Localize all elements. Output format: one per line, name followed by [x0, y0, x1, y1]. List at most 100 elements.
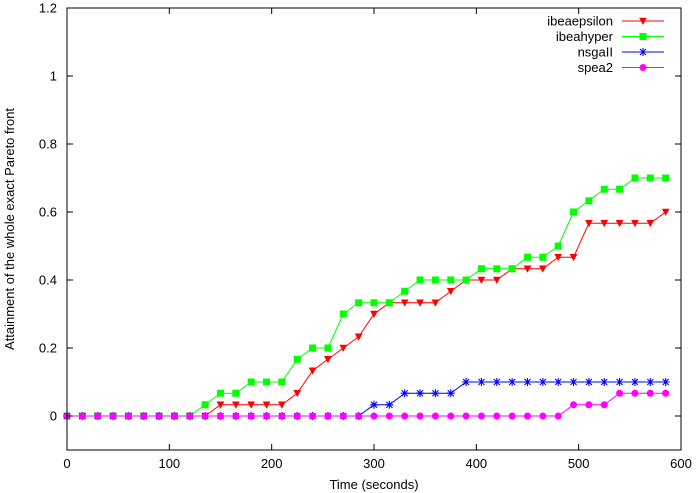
data-point-ibeaepsilon [538, 265, 547, 273]
data-point-spea2 [124, 412, 132, 420]
data-point-spea2 [186, 412, 194, 420]
data-point-spea2 [600, 401, 608, 409]
data-point-ibeaepsilon [477, 276, 486, 285]
y-tick-label: 0.6 [39, 205, 57, 220]
y-tick-label: 0.4 [39, 273, 57, 288]
data-point-spea2 [293, 412, 301, 420]
data-point-spea2 [385, 412, 393, 420]
data-point-nsgaII [416, 389, 425, 398]
data-point-ibeahyper [263, 378, 271, 386]
data-point-nsgaII [400, 389, 409, 398]
x-tick-label: 0 [63, 456, 70, 471]
data-point-spea2 [447, 412, 455, 420]
series-ibeahyper [63, 174, 670, 420]
x-tick-label: 500 [568, 456, 590, 471]
data-point-spea2 [493, 412, 501, 420]
data-point-spea2 [477, 412, 485, 420]
data-point-nsgaII [569, 378, 578, 386]
data-point-ibeahyper [217, 389, 224, 397]
data-point-ibeahyper [309, 344, 317, 352]
data-point-ibeahyper [447, 276, 455, 284]
data-point-nsgaII [538, 378, 547, 386]
data-point-ibeaepsilon [661, 208, 670, 217]
data-point-ibeaepsilon [584, 219, 593, 228]
data-point-spea2 [370, 412, 378, 420]
data-point-ibeaepsilon [231, 401, 240, 409]
data-point-nsgaII [630, 378, 639, 386]
data-point-spea2 [616, 389, 624, 397]
ticks-layer: 0 100 200 300 400 500 600 0 0.2 0.4 0.6 0.8 1 1.2 [39, 1, 692, 472]
series-layer [63, 174, 670, 421]
data-point-spea2 [508, 412, 516, 420]
data-point-ibeaepsilon [354, 333, 363, 341]
y-tick-label: 0.8 [39, 137, 57, 152]
data-point-ibeahyper [416, 276, 424, 284]
data-point-ibeaepsilon [492, 276, 501, 285]
x-tick-label: 200 [261, 456, 283, 471]
data-point-ibeaepsilon [339, 344, 348, 353]
data-point-ibeaepsilon [646, 219, 655, 228]
data-point-ibeaepsilon [554, 253, 563, 262]
data-point-ibeaepsilon [416, 299, 424, 307]
data-point-ibeahyper [401, 287, 409, 295]
data-point-spea2 [217, 412, 224, 420]
data-point-spea2 [339, 412, 347, 420]
data-point-nsgaII [554, 378, 563, 386]
data-point-nsgaII [492, 378, 501, 386]
data-point-ibeahyper [493, 265, 501, 273]
series-line-ibeaepsilon [67, 211, 666, 417]
data-point-spea2 [554, 412, 562, 420]
data-point-spea2 [309, 412, 317, 420]
data-point-ibeahyper [646, 174, 654, 182]
data-point-ibeahyper [662, 174, 670, 182]
x-tick-label: 600 [670, 456, 692, 471]
data-point-ibeaepsilon [247, 401, 256, 409]
data-point-spea2 [662, 389, 670, 397]
data-point-ibeaepsilon [324, 355, 332, 364]
data-point-nsgaII [600, 378, 609, 386]
data-point-ibeaepsilon [400, 299, 409, 307]
data-point-spea2 [155, 412, 163, 420]
x-tick-label: 300 [363, 456, 385, 471]
data-point-ibeahyper [524, 253, 531, 261]
data-point-ibeahyper [431, 276, 439, 284]
data-point-spea2 [585, 401, 593, 409]
legend-marker [639, 64, 647, 71]
data-point-ibeaepsilon [615, 219, 624, 228]
data-point-ibeaepsilon [569, 253, 578, 262]
data-point-ibeahyper [508, 265, 516, 273]
data-point-ibeahyper [554, 242, 562, 250]
y-axis-title: Attainment of the whole exact Pareto fro… [2, 108, 17, 350]
data-point-spea2 [401, 412, 409, 420]
data-point-spea2 [324, 412, 332, 420]
data-point-ibeahyper [585, 197, 593, 205]
x-tick-label: 100 [158, 456, 180, 471]
legend-label: nsgaII [578, 45, 613, 60]
legend-label: ibeahyper [556, 29, 614, 44]
data-point-ibeaepsilon [262, 401, 271, 409]
data-point-ibeahyper [324, 344, 332, 352]
data-point-ibeaepsilon [277, 401, 286, 409]
data-point-spea2 [78, 412, 86, 420]
data-point-spea2 [278, 412, 286, 420]
data-point-ibeahyper [385, 299, 393, 307]
data-point-ibeaepsilon [600, 219, 609, 228]
legend-item-spea2: spea2 [578, 60, 664, 75]
legend-marker [639, 48, 647, 56]
data-point-ibeahyper [570, 208, 578, 216]
x-axis-title: Time (seconds) [329, 477, 418, 492]
series-line-spea2 [67, 392, 666, 417]
data-point-nsgaII [385, 400, 394, 409]
data-point-spea2 [109, 412, 117, 420]
data-point-ibeahyper [616, 185, 624, 193]
data-point-ibeahyper [339, 310, 347, 318]
data-point-ibeaepsilon [446, 287, 455, 296]
data-point-spea2 [170, 412, 178, 420]
series-spea2 [63, 389, 670, 420]
series-nsgaII [63, 378, 670, 420]
y-tick-label: 0 [50, 409, 57, 424]
data-point-ibeahyper [278, 378, 286, 386]
data-point-ibeahyper [355, 299, 363, 307]
data-point-spea2 [416, 412, 424, 420]
